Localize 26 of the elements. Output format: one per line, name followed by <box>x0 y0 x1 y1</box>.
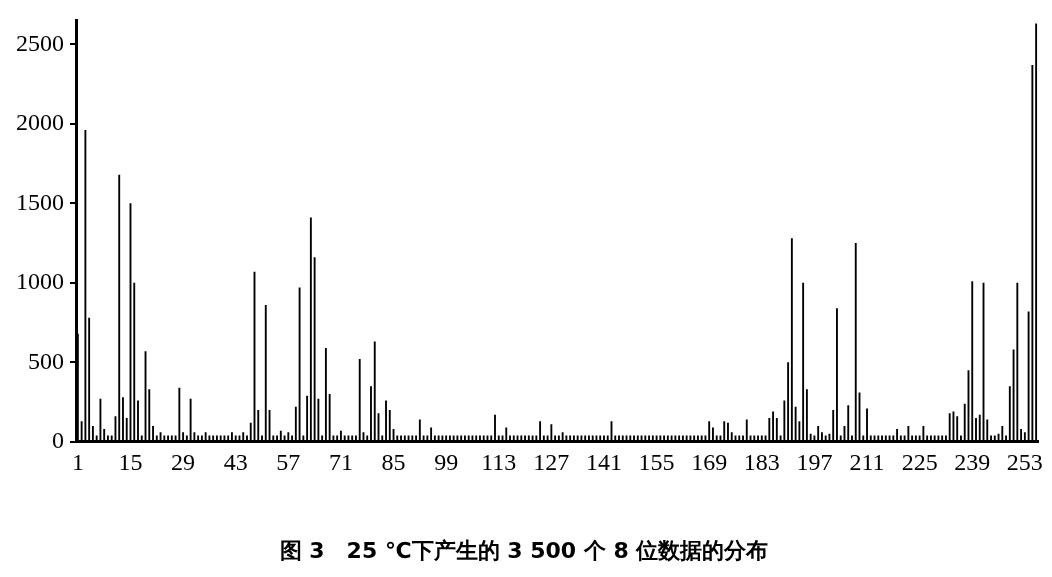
x-tick-label: 127 <box>533 449 570 476</box>
x-tick-label: 197 <box>796 449 833 476</box>
y-tick-label: 500 <box>28 347 64 374</box>
x-tick-label: 141 <box>585 449 622 476</box>
x-tick-label: 239 <box>954 449 991 476</box>
x-tick-label: 57 <box>276 449 301 476</box>
text: 图 3 25 ℃下产生的 3 500 个 8 位数据的分布 <box>279 537 769 563</box>
y-tick-label: 1500 <box>16 188 64 215</box>
y-tick-label: 1000 <box>16 268 64 295</box>
x-tick-label: 183 <box>743 449 780 476</box>
y-tick-label: 2500 <box>16 29 64 56</box>
x-tick-label: 1 <box>71 449 84 476</box>
y-tick-label: 0 <box>52 427 64 454</box>
x-tick-label: 169 <box>691 449 728 476</box>
x-tick-label: 15 <box>118 449 143 476</box>
x-tick-label: 155 <box>638 449 675 476</box>
x-tick-label: 225 <box>901 449 938 476</box>
x-tick-label: 113 <box>481 449 517 476</box>
x-tick-label: 253 <box>1006 449 1043 476</box>
x-tick-label: 43 <box>223 449 248 476</box>
x-tick-label: 29 <box>171 449 196 476</box>
x-tick-label: 211 <box>849 449 885 476</box>
x-tick-label: 99 <box>434 449 459 476</box>
y-tick-label: 2000 <box>16 109 64 136</box>
x-tick-label: 71 <box>328 449 353 476</box>
x-tick-label: 85 <box>381 449 406 476</box>
